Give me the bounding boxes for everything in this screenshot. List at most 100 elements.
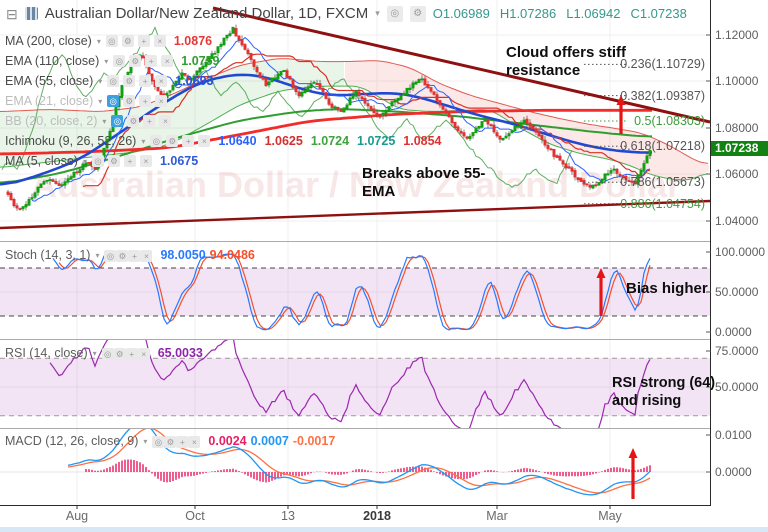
eye-icon[interactable]: ◎ bbox=[101, 348, 114, 360]
fib-level-label: 0.786(1.05673) bbox=[620, 175, 705, 190]
plus-icon[interactable]: + bbox=[139, 95, 152, 107]
chart-header: ⊟ Australian Dollar/New Zealand Dollar, … bbox=[6, 5, 687, 22]
gear-icon[interactable]: ⚙ bbox=[107, 155, 120, 167]
symbol-title[interactable]: Australian Dollar/New Zealand Dollar, 1D… bbox=[44, 5, 369, 22]
indicator-label: EMA (21, close) bbox=[5, 94, 94, 108]
price-axis-label: 1.08000 bbox=[715, 121, 759, 135]
plus-icon[interactable]: + bbox=[182, 135, 195, 147]
macd-legend-row[interactable]: MACD (12, 26, close, 9) ▾ ◎ ⚙ + × 0.0024 0.0… bbox=[5, 431, 335, 451]
legend-row[interactable]: EMA (21, close) ▾ ◎ ⚙ + × bbox=[5, 91, 168, 111]
chevron-down-icon[interactable]: ▾ bbox=[375, 8, 380, 18]
gear-icon[interactable]: ⚙ bbox=[129, 55, 142, 67]
chevron-down-icon[interactable]: ▾ bbox=[95, 250, 100, 260]
gear-icon[interactable]: ⚙ bbox=[116, 250, 129, 262]
close-icon[interactable]: × bbox=[153, 35, 166, 47]
gear-icon[interactable]: ⚙ bbox=[164, 436, 177, 448]
plus-icon[interactable]: + bbox=[145, 55, 158, 67]
chevron-down-icon[interactable]: ▾ bbox=[143, 436, 148, 446]
fib-level-label: 0.236(1.10729) bbox=[620, 57, 705, 72]
close-icon[interactable]: × bbox=[161, 55, 174, 67]
indicator-label: Ichimoku (9, 26, 52, 26) bbox=[5, 134, 137, 148]
gear-icon[interactable]: ⚙ bbox=[113, 348, 126, 360]
collapse-icon[interactable]: ⊟ bbox=[6, 5, 18, 22]
time-axis-label: Mar bbox=[486, 509, 508, 523]
close-icon[interactable]: × bbox=[188, 436, 201, 448]
chevron-down-icon[interactable]: ▾ bbox=[98, 96, 103, 106]
close-icon[interactable]: × bbox=[159, 115, 172, 127]
eye-icon[interactable]: ◎ bbox=[107, 75, 120, 87]
legend-row[interactable]: EMA (110, close) ▾ ◎ ⚙ + × 1.0759 bbox=[5, 51, 220, 71]
indicator-value: 0.0024 bbox=[208, 434, 247, 448]
indicator-value: 1.0724 bbox=[310, 134, 350, 148]
plus-icon[interactable]: + bbox=[176, 436, 189, 448]
eye-icon[interactable]: ◎ bbox=[91, 155, 104, 167]
legend-row[interactable]: Ichimoku (9, 26, 52, 26) ▾ ◎ ⚙ + × 1.0640 1.062… bbox=[5, 131, 442, 151]
time-axis-label: May bbox=[598, 509, 622, 523]
chevron-down-icon[interactable]: ▾ bbox=[98, 76, 103, 86]
legend-row[interactable]: BB (20, close, 2) ▾ ◎ ⚙ + × bbox=[5, 111, 172, 131]
chevron-down-icon[interactable]: ▾ bbox=[92, 348, 97, 358]
eye-icon[interactable]: ◎ bbox=[105, 35, 118, 47]
close-icon[interactable]: × bbox=[198, 135, 211, 147]
indicator-label: MACD (12, 26, close, 9) bbox=[5, 434, 139, 448]
gear-icon[interactable]: ⚙ bbox=[127, 115, 140, 127]
ohlc-high: H1.07286 bbox=[499, 6, 557, 21]
time-axis-label: Oct bbox=[185, 509, 205, 523]
eye-icon[interactable]: ◎ bbox=[113, 55, 126, 67]
chevron-down-icon[interactable]: ▾ bbox=[104, 56, 109, 66]
eye-icon[interactable]: ◎ bbox=[107, 95, 120, 107]
stoch-legend-row[interactable]: Stoch (14, 3, 1) ▾ ◎ ⚙ + × 98.0050 94.0486 bbox=[5, 245, 255, 265]
legend-row[interactable]: EMA (55, close) ▾ ◎ ⚙ + × 1.0693 bbox=[5, 71, 213, 91]
close-icon[interactable]: × bbox=[137, 348, 150, 360]
gear-icon[interactable]: ⚙ bbox=[121, 35, 134, 47]
plus-icon[interactable]: + bbox=[128, 250, 141, 262]
indicator-label: MA (5, close) bbox=[5, 154, 78, 168]
gear-icon[interactable]: ⚙ bbox=[409, 5, 426, 22]
gear-icon[interactable]: ⚙ bbox=[123, 75, 136, 87]
legend-row[interactable]: MA (200, close) ▾ ◎ ⚙ + × 1.0876 bbox=[5, 31, 212, 51]
ohlc-readout: O1.06989 H1.07286 L1.06942 C1.07238 bbox=[433, 6, 687, 21]
plus-icon[interactable]: + bbox=[143, 115, 156, 127]
chevron-down-icon[interactable]: ▾ bbox=[82, 156, 87, 166]
chevron-down-icon[interactable]: ▾ bbox=[141, 136, 146, 146]
indicator-values: 65.0033 bbox=[154, 344, 203, 362]
indicator-buttons: ◎ ⚙ + × bbox=[101, 344, 150, 362]
ohlc-open: O1.06989 bbox=[432, 6, 490, 21]
plus-icon[interactable]: + bbox=[123, 155, 136, 167]
indicator-value: 94.0486 bbox=[209, 248, 255, 262]
plus-icon[interactable]: + bbox=[125, 348, 138, 360]
price-axis-label: 1.04000 bbox=[715, 214, 759, 228]
plus-icon[interactable]: + bbox=[137, 35, 150, 47]
plus-icon[interactable]: + bbox=[139, 75, 152, 87]
indicator-buttons: ◎ ⚙ + × bbox=[152, 432, 201, 450]
last-price-badge: 1.07238 bbox=[711, 141, 768, 156]
gear-icon[interactable]: ⚙ bbox=[166, 135, 179, 147]
eye-icon[interactable]: ◎ bbox=[150, 135, 163, 147]
eye-icon[interactable]: ◎ bbox=[152, 436, 165, 448]
indicator-value: 98.0050 bbox=[160, 248, 206, 262]
price-axis-label: 50.0000 bbox=[715, 380, 759, 394]
indicator-value: 0.0007 bbox=[250, 434, 289, 448]
gear-icon[interactable]: ⚙ bbox=[123, 95, 136, 107]
indicator-label: EMA (55, close) bbox=[5, 74, 94, 88]
close-icon[interactable]: × bbox=[155, 95, 168, 107]
chevron-down-icon[interactable]: ▾ bbox=[96, 36, 101, 46]
close-icon[interactable]: × bbox=[140, 250, 153, 262]
close-icon[interactable]: × bbox=[155, 75, 168, 87]
eye-icon[interactable]: ◎ bbox=[111, 115, 124, 127]
legend-row[interactable]: MA (5, close) ▾ ◎ ⚙ + × 1.0675 bbox=[5, 151, 198, 171]
chevron-down-icon[interactable]: ▾ bbox=[102, 116, 107, 126]
indicator-value: 1.0640 bbox=[218, 134, 257, 148]
annotation-bias-higher: Bias higher bbox=[626, 280, 708, 297]
rsi-legend-row[interactable]: RSI (14, close) ▾ ◎ ⚙ + × 65.0033 bbox=[5, 343, 203, 363]
price-axis[interactable]: 1.07238 1.12000 1.10000 1.08000 1.06000 1.04… bbox=[711, 0, 768, 532]
eye-icon[interactable]: ◎ bbox=[386, 5, 403, 22]
indicator-values: 98.0050 94.0486 bbox=[156, 246, 254, 264]
indicator-label: BB (20, close, 2) bbox=[5, 114, 98, 128]
indicator-value: 1.0625 bbox=[264, 134, 303, 148]
eye-icon[interactable]: ◎ bbox=[104, 250, 117, 262]
close-icon[interactable]: × bbox=[139, 155, 152, 167]
indicator-value: 1.0693 bbox=[175, 74, 214, 88]
